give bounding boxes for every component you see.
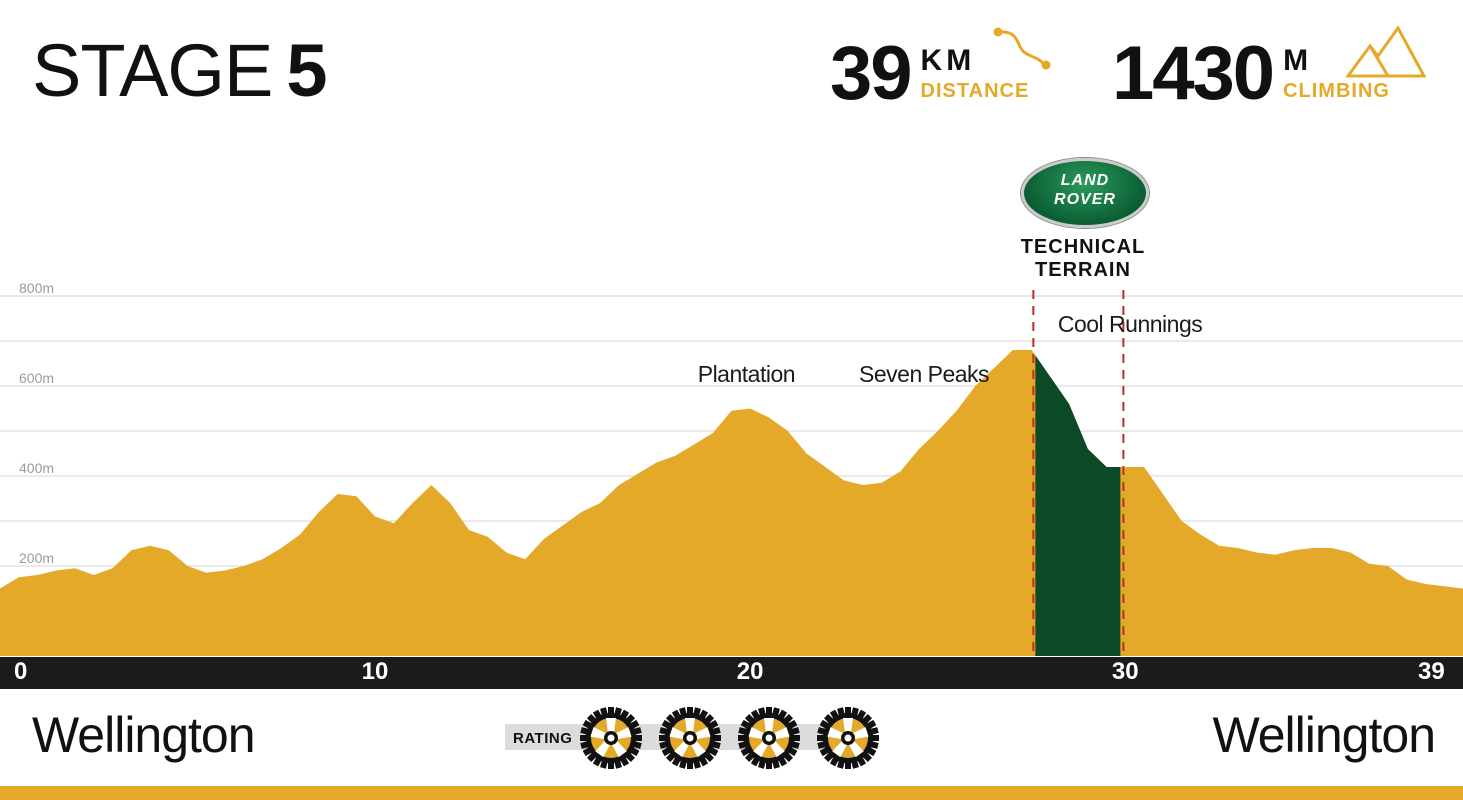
y-tick-label: 800m bbox=[19, 280, 55, 296]
elevation-area bbox=[0, 350, 1463, 656]
climbing-stat: 1430 M CLIMBING bbox=[1112, 26, 1426, 116]
y-tick-label: 600m bbox=[19, 370, 55, 386]
stage-title: STAGE 5 bbox=[32, 34, 328, 108]
elevation-profile-chart bbox=[0, 290, 1463, 657]
mountain-icon bbox=[1346, 26, 1426, 78]
end-city: Wellington bbox=[1212, 707, 1436, 763]
technical-terrain-label: TECHNICAL TERRAIN bbox=[1012, 236, 1154, 282]
land-rover-logo: LAND ROVER bbox=[1021, 158, 1149, 228]
distance-value: 39 bbox=[830, 31, 913, 116]
technical-line1: TECHNICAL bbox=[1020, 236, 1146, 258]
rating-cog-icon bbox=[580, 707, 643, 769]
climbing-value: 1430 bbox=[1112, 31, 1275, 116]
logo-line1: LAND bbox=[1060, 172, 1110, 189]
stage-word: STAGE bbox=[32, 29, 273, 112]
segment-annotation: Seven Peaks bbox=[859, 360, 990, 387]
x-axis-bar: 0 10 20 30 39 bbox=[0, 657, 1463, 689]
climbing-label: CLIMBING bbox=[1283, 80, 1390, 102]
bottom-accent-bar bbox=[0, 786, 1463, 800]
difficulty-rating: RATING bbox=[505, 707, 896, 769]
segment-annotation: Plantation bbox=[697, 360, 796, 387]
start-city: Wellington bbox=[32, 707, 256, 763]
logo-line2: ROVER bbox=[1054, 191, 1116, 208]
x-tick-label: 30 bbox=[1111, 658, 1139, 685]
technical-terrain-area bbox=[1035, 355, 1121, 656]
technical-line2: TERRAIN bbox=[1035, 259, 1131, 281]
x-tick-label: 0 bbox=[14, 658, 28, 685]
stage-number: 5 bbox=[286, 29, 327, 112]
distance-stat: 39 KM DISTANCE bbox=[830, 27, 1051, 116]
x-tick-label: 39 bbox=[1418, 658, 1445, 685]
route-icon bbox=[993, 27, 1051, 70]
y-tick-label: 400m bbox=[19, 460, 55, 476]
x-tick-label: 20 bbox=[736, 658, 764, 685]
segment-annotation: Cool Runnings bbox=[1057, 311, 1203, 338]
x-tick-label: 10 bbox=[361, 658, 389, 685]
distance-unit: KM bbox=[920, 44, 976, 77]
y-tick-label: 200m bbox=[19, 550, 55, 566]
distance-label: DISTANCE bbox=[920, 80, 1030, 102]
rating-cog-icon bbox=[659, 707, 722, 769]
rating-cog-icon bbox=[817, 707, 880, 769]
climbing-unit: M bbox=[1283, 44, 1313, 77]
rating-label: RATING bbox=[513, 729, 573, 747]
rating-cog-icon bbox=[738, 707, 801, 769]
